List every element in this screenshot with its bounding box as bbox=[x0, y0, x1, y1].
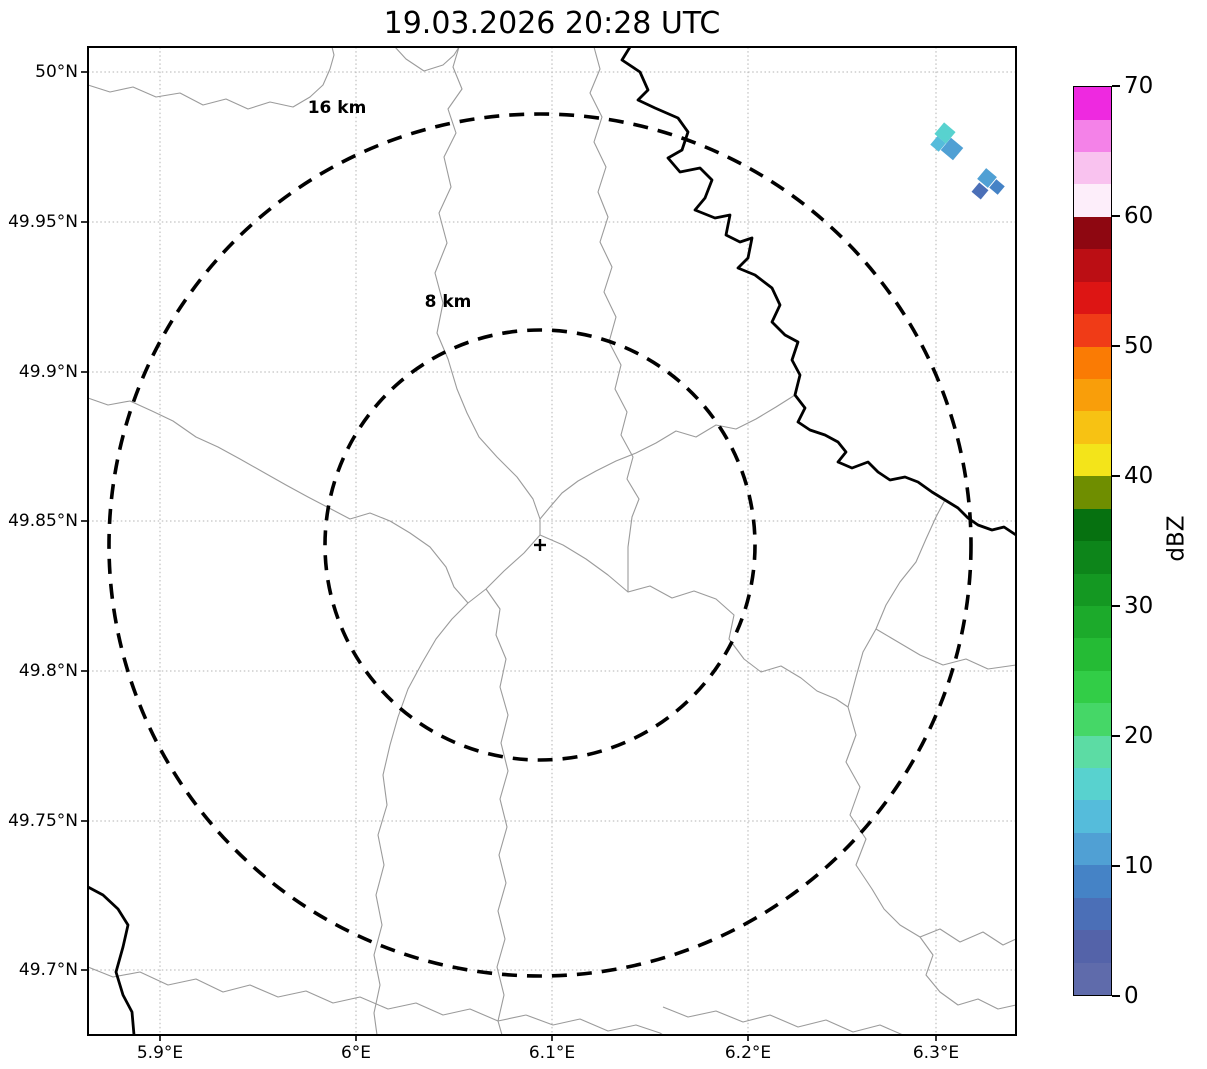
colorbar-segment bbox=[1074, 476, 1111, 509]
colorbar-tick-label: 0 bbox=[1124, 983, 1139, 1009]
colorbar-segment bbox=[1074, 314, 1111, 347]
colorbar-tick-label: 60 bbox=[1124, 203, 1154, 229]
country-border-line bbox=[620, 46, 1017, 537]
colorbar-segment bbox=[1074, 670, 1111, 704]
range-ring bbox=[107, 112, 973, 978]
colorbar-axis-label: dBZ bbox=[1163, 515, 1190, 562]
colorbar-tick-label: 30 bbox=[1124, 593, 1154, 619]
colorbar-tick-mark bbox=[1112, 345, 1120, 347]
range-ring-label: 8 km bbox=[424, 292, 472, 312]
x-tick-label: 6.1°E bbox=[528, 1043, 576, 1063]
colorbar-segment bbox=[1074, 832, 1111, 866]
x-tick-label: 6.3°E bbox=[912, 1043, 960, 1063]
colorbar-segment bbox=[1074, 346, 1111, 379]
admin-boundary-line bbox=[87, 397, 469, 604]
colorbar-tick-label: 10 bbox=[1124, 853, 1154, 879]
colorbar-segment bbox=[1074, 443, 1111, 477]
colorbar-segment bbox=[1074, 638, 1111, 671]
admin-boundary-line bbox=[394, 46, 460, 72]
range-ring bbox=[323, 328, 757, 762]
colorbar-segment bbox=[1074, 800, 1111, 833]
radar-echo bbox=[989, 179, 1005, 195]
plot-area bbox=[81, 46, 1017, 1041]
plot-title: 19.03.2026 20:28 UTC bbox=[383, 6, 721, 41]
admin-boundary-line bbox=[662, 1006, 904, 1036]
admin-boundary-line bbox=[87, 966, 527, 1022]
colorbar-segment bbox=[1074, 573, 1111, 606]
admin-boundary-line bbox=[539, 394, 796, 520]
y-tick-label: 49.75°N bbox=[8, 811, 78, 831]
colorbar-segment bbox=[1074, 541, 1111, 574]
admin-boundary-line bbox=[539, 534, 849, 708]
x-tick-label: 6.2°E bbox=[724, 1043, 772, 1063]
colorbar-segment bbox=[1074, 411, 1111, 444]
admin-boundary-line bbox=[919, 936, 1017, 1010]
colorbar-segment bbox=[1074, 184, 1111, 217]
admin-boundary-line bbox=[87, 46, 335, 110]
country-border-line bbox=[87, 885, 136, 1036]
colorbar-segment bbox=[1074, 605, 1111, 639]
map-svg bbox=[81, 46, 1017, 1041]
colorbar-segment bbox=[1074, 508, 1111, 542]
admin-boundary-line bbox=[845, 499, 1017, 946]
colorbar-tick-mark bbox=[1112, 865, 1120, 867]
range-ring-label: 16 km bbox=[307, 98, 367, 118]
colorbar-segment bbox=[1074, 962, 1111, 995]
admin-boundary-line bbox=[485, 588, 509, 1036]
y-tick-label: 49.9°N bbox=[18, 362, 78, 382]
admin-boundary-line bbox=[875, 628, 1017, 670]
colorbar-segment bbox=[1074, 768, 1111, 801]
y-tick-label: 49.7°N bbox=[18, 960, 78, 980]
radar-echo bbox=[940, 137, 964, 161]
colorbar bbox=[1073, 86, 1112, 996]
colorbar-segment bbox=[1074, 378, 1111, 412]
colorbar-tick-mark bbox=[1112, 85, 1120, 87]
colorbar-tick-label: 70 bbox=[1124, 73, 1154, 99]
admin-boundary-line bbox=[525, 1014, 664, 1036]
colorbar-segment bbox=[1074, 281, 1111, 315]
colorbar-segment bbox=[1074, 703, 1111, 736]
colorbar-segment bbox=[1074, 119, 1111, 153]
admin-boundary-line bbox=[589, 46, 640, 592]
x-tick-label: 6°E bbox=[340, 1043, 372, 1063]
colorbar-tick-mark bbox=[1112, 215, 1120, 217]
y-tick-label: 49.95°N bbox=[8, 212, 78, 232]
colorbar-tick-label: 20 bbox=[1124, 723, 1154, 749]
radar-echo bbox=[977, 168, 997, 188]
colorbar-segment bbox=[1074, 865, 1111, 898]
y-tick-label: 49.8°N bbox=[18, 661, 78, 681]
colorbar-tick-mark bbox=[1112, 735, 1120, 737]
colorbar-tick-mark bbox=[1112, 995, 1120, 997]
radar-echo bbox=[930, 136, 946, 152]
y-tick-label: 49.85°N bbox=[8, 511, 78, 531]
radar-echo bbox=[971, 182, 989, 200]
admin-boundary-line bbox=[434, 46, 541, 535]
colorbar-segment bbox=[1074, 897, 1111, 931]
admin-boundary-line bbox=[373, 534, 541, 1036]
colorbar-tick-mark bbox=[1112, 475, 1120, 477]
colorbar-segment bbox=[1074, 249, 1111, 282]
colorbar-segment bbox=[1074, 735, 1111, 769]
colorbar-tick-label: 50 bbox=[1124, 333, 1154, 359]
colorbar-segment bbox=[1074, 930, 1111, 963]
colorbar-segment bbox=[1074, 87, 1111, 120]
x-tick-label: 5.9°E bbox=[136, 1043, 184, 1063]
colorbar-tick-mark bbox=[1112, 605, 1120, 607]
colorbar-tick-label: 40 bbox=[1124, 463, 1154, 489]
colorbar-segment bbox=[1074, 152, 1111, 185]
plot-frame bbox=[87, 46, 1017, 1036]
colorbar-segment bbox=[1074, 216, 1111, 250]
y-tick-label: 50°N bbox=[35, 62, 78, 82]
